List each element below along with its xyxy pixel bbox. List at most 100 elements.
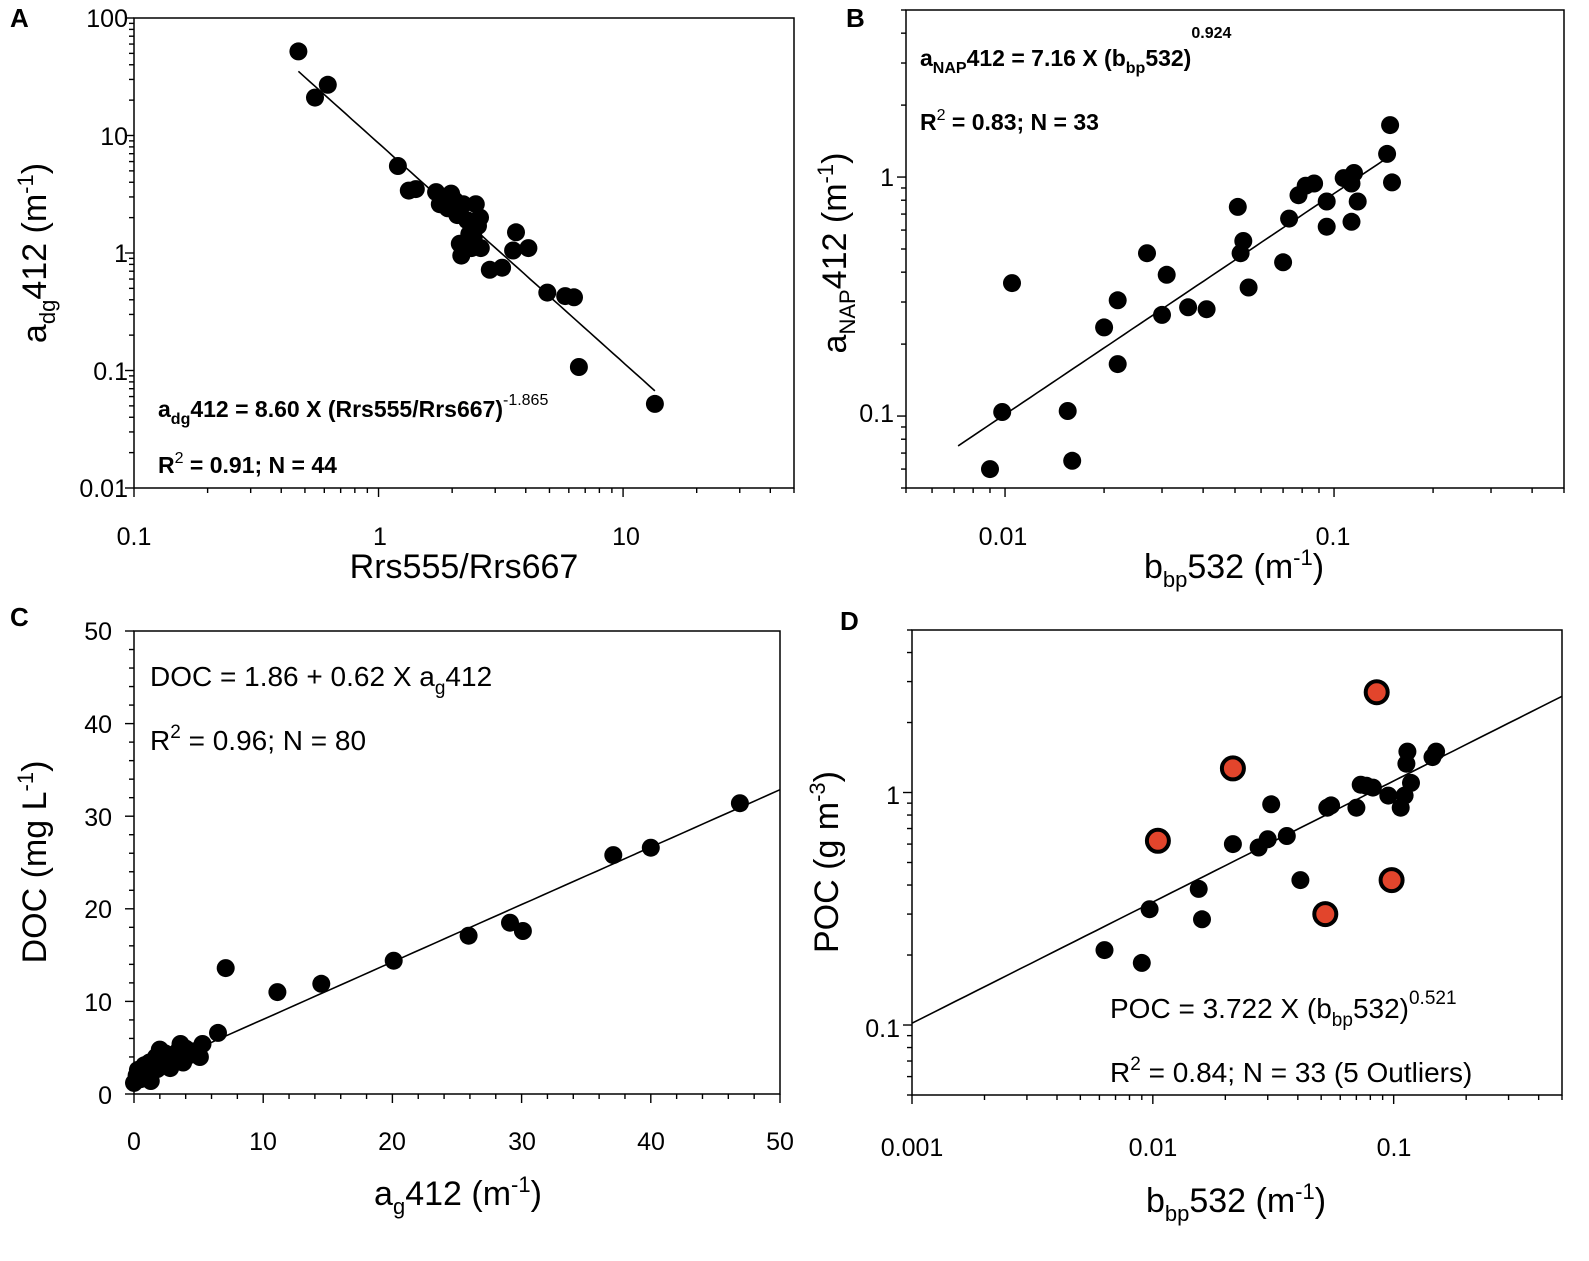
data-point <box>1108 355 1127 374</box>
data-point <box>493 258 512 277</box>
panel-d-tick-labels: 0.001 0.01 0.1 0.1 1 <box>865 782 1411 1162</box>
panel-b-y-tick-label: 1 <box>880 164 894 192</box>
data-point <box>1223 835 1242 854</box>
data-point <box>384 951 403 970</box>
data-point <box>1063 451 1082 470</box>
data-point <box>1383 173 1401 192</box>
panel-c-y-axis-label: DOC (mg L-1) <box>13 761 54 964</box>
data-point <box>730 794 749 813</box>
data-point <box>501 913 519 932</box>
panel-c-points <box>125 794 749 1092</box>
panel-d-r-squared: R2 = 0.84; N = 33 (5 Outliers) <box>1110 1054 1472 1088</box>
data-point <box>507 223 525 242</box>
panel-c-plot-frame <box>133 630 781 1095</box>
data-point <box>565 288 583 307</box>
panel-a-tick-labels: 0.1 1 10 0.01 0.1 1 10 100 <box>79 5 640 551</box>
panel-b-r-squared: R2 = 0.83; N = 33 <box>920 107 1099 135</box>
panel-c-y-tick-label: 40 <box>84 711 112 739</box>
data-point <box>406 180 425 199</box>
panel-d-x-axis-label: bbp532 (m-1) <box>1146 1179 1326 1226</box>
data-point <box>981 460 999 479</box>
data-point <box>268 983 287 1002</box>
panel-a-x-axis-label: Rrs555/Rrs667 <box>350 548 579 586</box>
fit-line <box>133 788 781 1078</box>
data-point <box>471 239 490 258</box>
data-point <box>216 959 235 978</box>
panel-d-y-tick-label: 0.1 <box>865 1015 900 1043</box>
panel-b-points <box>981 116 1401 479</box>
data-point <box>569 358 588 376</box>
panel-c-y-tick-label: 30 <box>84 804 112 832</box>
data-point <box>1398 742 1417 761</box>
panel-c-x-tick-label: 10 <box>249 1128 277 1156</box>
data-point <box>1153 305 1171 324</box>
data-point <box>1058 402 1077 420</box>
data-point <box>1095 318 1114 337</box>
data-point <box>1379 786 1398 805</box>
data-point <box>1347 798 1366 817</box>
outlier-point <box>1378 867 1405 894</box>
panel-d-plot-frame <box>911 629 1563 1096</box>
panel-b-y-axis-label: aNAP412 (m-1) <box>813 153 860 354</box>
panel-b-ticks <box>897 9 1565 497</box>
outlier-point <box>1363 679 1390 706</box>
data-point <box>1305 174 1324 193</box>
panel-b-x-tick-label: 0.1 <box>1316 523 1351 551</box>
panel-c-y-tick-label: 10 <box>84 989 112 1017</box>
outlier-point <box>1219 755 1246 782</box>
data-point <box>306 88 324 107</box>
data-point <box>459 926 478 945</box>
data-point <box>1277 827 1296 845</box>
panel-a-chart: A 0.1 1 10 0.01 0.1 1 10 100 Rrs555/Rrs6… <box>10 3 795 586</box>
data-point <box>1378 144 1397 163</box>
data-point <box>471 208 489 227</box>
data-point <box>1317 192 1336 211</box>
data-point <box>519 239 538 258</box>
panel-d-y-tick-label: 1 <box>886 782 900 810</box>
data-point <box>1342 212 1361 231</box>
panel-a-y-tick-label: 0.1 <box>93 358 128 386</box>
data-point <box>1381 116 1400 135</box>
data-point <box>454 195 473 214</box>
data-point <box>1345 164 1363 182</box>
data-point <box>1140 900 1159 919</box>
data-point <box>193 1035 212 1053</box>
data-point <box>1189 879 1208 898</box>
fit-line <box>911 695 1563 1024</box>
data-point <box>1274 253 1293 272</box>
data-point <box>1234 232 1253 250</box>
panel-a-letter: A <box>10 3 29 33</box>
panel-c-x-tick-label: 20 <box>378 1128 406 1156</box>
panel-c-equation: DOC = 1.86 + 0.62 X ag412 <box>150 661 492 699</box>
panel-d-x-tick-label: 0.1 <box>1377 1134 1412 1162</box>
data-point <box>1262 795 1281 814</box>
data-point <box>1363 778 1382 797</box>
data-point <box>1179 298 1198 317</box>
panel-d-letter: D <box>840 606 859 636</box>
panel-a-points <box>289 42 664 413</box>
panel-c-r-squared: R2 = 0.96; N = 80 <box>150 722 366 756</box>
data-point <box>538 283 557 302</box>
panel-c-x-axis-label: ag412 (m-1) <box>374 1172 542 1219</box>
data-point <box>1280 209 1299 228</box>
data-point <box>312 974 331 993</box>
outlier-point <box>1144 827 1171 854</box>
data-point <box>641 838 660 857</box>
data-point <box>1132 953 1151 972</box>
panel-c-letter: C <box>10 602 29 632</box>
data-point <box>1003 274 1021 293</box>
data-point <box>388 157 407 175</box>
panel-c-fit-line <box>133 788 781 1078</box>
data-point <box>1427 742 1446 761</box>
panel-a-y-tick-label: 100 <box>86 5 128 33</box>
panel-a-y-tick-label: 10 <box>100 123 128 151</box>
data-point <box>1402 773 1420 792</box>
panel-c-ticks <box>125 630 781 1103</box>
panel-b-equation: aNAP412 = 7.16 X (bbp532)0.924 <box>920 25 1232 77</box>
panel-c-tick-labels: 0 10 20 30 40 50 0 10 20 30 40 50 <box>84 618 794 1156</box>
data-point <box>209 1023 227 1042</box>
data-point <box>1322 796 1341 815</box>
data-point <box>1291 871 1310 890</box>
panel-c-x-tick-label: 50 <box>766 1128 794 1156</box>
